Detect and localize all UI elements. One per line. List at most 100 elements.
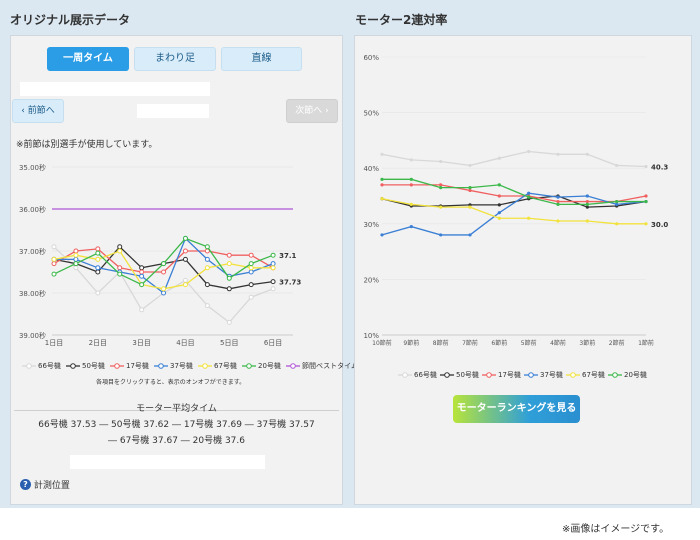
data-point — [527, 195, 531, 199]
legend-item[interactable]: 50号機 — [66, 361, 105, 371]
data-point — [73, 248, 79, 254]
x-tick-label: 6日目 — [264, 339, 282, 347]
data-point — [409, 177, 413, 181]
data-point — [556, 219, 560, 223]
data-point — [270, 261, 276, 267]
x-tick-label: 9節前 — [403, 339, 419, 347]
legend-item[interactable]: 17号機 — [110, 361, 149, 371]
data-point — [527, 149, 531, 154]
prev-session-button[interactable]: ‹ 前節へ — [12, 99, 64, 123]
data-point — [644, 199, 648, 204]
data-point — [73, 252, 79, 258]
left-panel-title: オリジナル展示データ — [10, 13, 131, 27]
data-point — [95, 250, 101, 256]
data-point — [117, 271, 123, 277]
data-point — [468, 163, 472, 168]
y-tick-label: 30% — [363, 221, 379, 229]
data-point — [204, 303, 210, 309]
data-point — [161, 269, 167, 275]
legend-item[interactable]: 67号機 — [198, 361, 237, 371]
series-line — [382, 178, 646, 205]
y-tick-label: 38.00秒 — [19, 289, 46, 298]
legend-item[interactable]: 20号機 — [608, 370, 647, 380]
right-panel-title: モーター2連対率 — [355, 13, 448, 27]
legend-item[interactable]: 67号機 — [566, 370, 605, 380]
data-point — [248, 261, 254, 267]
data-point — [204, 282, 210, 288]
y-tick-label: 35.00秒 — [19, 163, 46, 172]
legend-item[interactable]: 66号機 — [22, 361, 61, 371]
x-tick-label: 5節前 — [521, 339, 537, 347]
data-point — [139, 265, 145, 271]
data-point — [95, 256, 101, 262]
data-point — [585, 219, 589, 223]
x-tick-label: 2節前 — [609, 339, 625, 347]
data-point — [409, 224, 413, 229]
data-point — [226, 275, 232, 281]
legend-item[interactable]: 17号機 — [482, 370, 521, 380]
data-point — [468, 186, 472, 190]
legend-item[interactable]: 20号機 — [242, 361, 281, 371]
data-point — [73, 256, 79, 262]
tab-lap-time[interactable]: 一周タイム — [47, 47, 129, 71]
measure-position-link[interactable]: ? 計測位置 — [20, 478, 70, 491]
data-point — [585, 152, 589, 156]
data-point — [248, 294, 254, 300]
series-line — [53, 248, 274, 273]
data-point — [439, 186, 443, 190]
legend-swatch — [66, 363, 80, 369]
legend-swatch — [110, 363, 124, 369]
data-point — [51, 261, 57, 267]
data-point — [556, 199, 560, 204]
data-point — [270, 265, 276, 271]
data-point — [270, 286, 276, 292]
legend-item[interactable]: 節間ベストタイム — [286, 361, 358, 371]
data-point — [380, 152, 384, 156]
data-point — [182, 277, 188, 283]
data-point — [380, 197, 384, 201]
next-session-button[interactable]: 次節へ › — [286, 99, 338, 123]
x-tick-label: 4日目 — [176, 339, 194, 347]
x-tick-label: 8節前 — [433, 339, 449, 347]
legend-hint: 各項目をクリックすると、表示のオンオフができます。 — [96, 379, 246, 386]
legend-label: 50号機 — [82, 362, 105, 370]
series-line — [382, 184, 647, 203]
data-point — [117, 248, 123, 254]
legend-item[interactable]: 37号機 — [524, 370, 563, 380]
data-point — [95, 269, 101, 275]
blank-bar — [20, 82, 210, 96]
legend-swatch — [286, 363, 300, 369]
data-point — [204, 265, 210, 271]
data-point — [161, 261, 167, 267]
data-point — [615, 222, 619, 226]
data-point — [527, 191, 531, 195]
tab-straight[interactable]: 直線 — [221, 47, 302, 71]
data-point — [73, 265, 79, 271]
data-point — [117, 244, 123, 250]
y-tick-label: 37.00秒 — [19, 247, 46, 256]
legend-item[interactable]: 66号機 — [398, 370, 437, 380]
series-line — [381, 198, 646, 225]
data-point — [226, 261, 232, 267]
data-point — [95, 246, 101, 252]
tab-mawari-ashi[interactable]: まわり足 — [134, 47, 216, 71]
data-point — [527, 216, 531, 220]
data-point — [644, 164, 648, 169]
data-point — [139, 307, 145, 313]
avg-time-line-2: ― 67号機 37.67 ― 20号機 37.6 — [107, 436, 245, 446]
data-point — [585, 202, 589, 206]
data-point — [139, 282, 145, 288]
legend-item[interactable]: 37号機 — [154, 361, 193, 371]
legend-label: 50号機 — [456, 371, 479, 379]
end-value-label: 40.3 — [651, 164, 668, 172]
data-point — [439, 233, 443, 237]
data-point — [497, 183, 501, 187]
data-point — [161, 290, 167, 296]
data-point — [556, 202, 560, 206]
legend-label: 66号機 — [38, 362, 61, 370]
legend-item[interactable]: 50号機 — [440, 370, 479, 380]
legend-label: 20号機 — [258, 362, 281, 370]
previous-user-note: ※前節は別選手が使用しています。 — [16, 140, 158, 150]
data-point — [585, 205, 589, 209]
motor-ranking-button[interactable]: モーターランキングを見る — [453, 395, 580, 423]
